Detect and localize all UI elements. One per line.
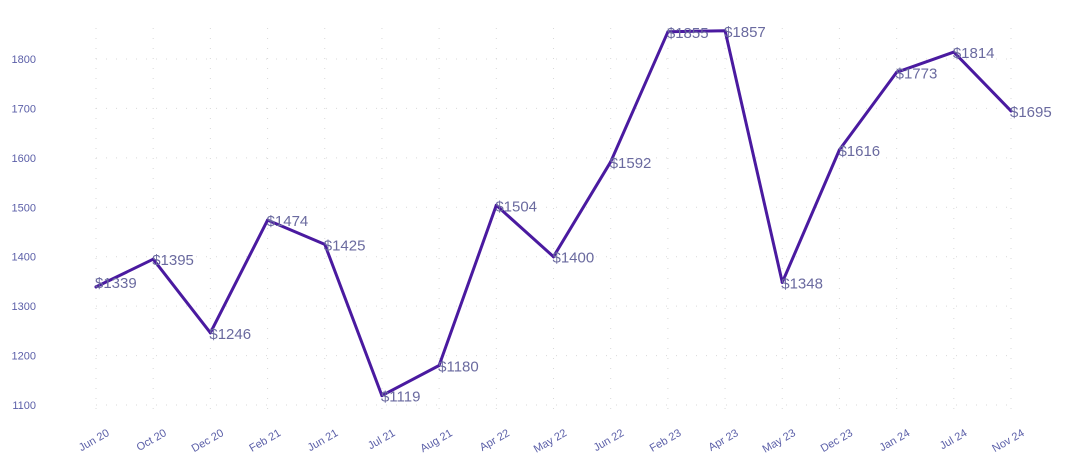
data-label: $1814 — [953, 45, 995, 62]
data-point — [1009, 109, 1013, 113]
data-label: $1616 — [838, 143, 880, 160]
data-point — [666, 30, 670, 34]
x-tick-label: Apr 22 — [478, 427, 512, 454]
series-layer — [94, 29, 1013, 398]
x-tick-label: Aug 21 — [418, 427, 454, 455]
data-label: $1592 — [610, 155, 652, 172]
data-label: $1695 — [1010, 104, 1052, 121]
data-label: $1474 — [267, 213, 309, 230]
data-point — [723, 29, 727, 33]
x-tick-label: Dec 23 — [819, 427, 855, 455]
x-tick-label: Jun 20 — [77, 427, 112, 454]
x-tick-label: Nov 24 — [990, 427, 1026, 455]
x-tick-label: May 22 — [532, 427, 569, 455]
x-tick-label: May 23 — [761, 427, 798, 455]
x-tick-label: Apr 23 — [706, 427, 740, 454]
data-label: $1857 — [724, 24, 766, 41]
data-labels: $1339 $1395 $1246 $1474 $1425 $1119 $1180 $1504… — [95, 24, 1052, 406]
x-tick-label: Dec 20 — [190, 427, 226, 455]
data-label: $1855 — [667, 25, 709, 42]
data-point — [837, 148, 841, 152]
data-label: $1773 — [896, 65, 938, 82]
x-tick-label: Jun 22 — [592, 427, 627, 454]
data-point — [323, 242, 327, 246]
data-point — [437, 363, 441, 367]
x-tick-label: Jan 24 — [878, 427, 913, 454]
x-tick-label: Oct 20 — [135, 427, 169, 454]
x-tick-label: Jun 21 — [306, 427, 341, 454]
y-axis-ticks: 1100 1200 1300 1400 1500 1600 1700 1800 — [12, 54, 36, 412]
data-label: $1504 — [495, 198, 537, 215]
data-point — [494, 203, 498, 207]
y-tick-label: 1100 — [12, 400, 36, 412]
data-point — [151, 257, 155, 261]
x-tick-label: Jul 24 — [938, 427, 969, 452]
y-tick-label: 1400 — [12, 252, 36, 264]
y-tick-label: 1200 — [12, 351, 36, 363]
data-point — [609, 160, 613, 164]
data-point — [94, 285, 98, 289]
data-point — [266, 218, 270, 222]
y-tick-label: 1700 — [12, 103, 36, 115]
data-point — [895, 70, 899, 74]
data-point — [552, 255, 555, 259]
data-label: $1180 — [438, 358, 479, 375]
x-tick-label: Feb 23 — [648, 427, 684, 455]
data-label: $1425 — [324, 237, 366, 254]
y-tick-label: 1300 — [12, 301, 36, 313]
x-tick-label: Feb 21 — [247, 427, 283, 455]
data-point — [780, 280, 784, 284]
y-tick-label: 1500 — [12, 202, 36, 214]
x-tick-label: Jul 21 — [366, 427, 397, 452]
data-point — [952, 50, 956, 54]
y-tick-label: 1600 — [12, 153, 36, 165]
data-label: $1119 — [381, 389, 421, 406]
data-label: $1348 — [781, 275, 823, 292]
data-point — [208, 331, 212, 335]
data-label: $1400 — [553, 250, 595, 267]
y-tick-label: 1800 — [12, 54, 36, 66]
x-axis-ticks: Jun 20 Oct 20 Dec 20 Feb 21 Jun 21 Jul 21 Aug … — [77, 427, 1027, 455]
data-label: $1395 — [152, 252, 194, 269]
data-point — [380, 394, 384, 398]
data-label: $1339 — [95, 275, 137, 292]
grid-layer — [95, 28, 1012, 415]
data-label: $1246 — [209, 326, 251, 343]
